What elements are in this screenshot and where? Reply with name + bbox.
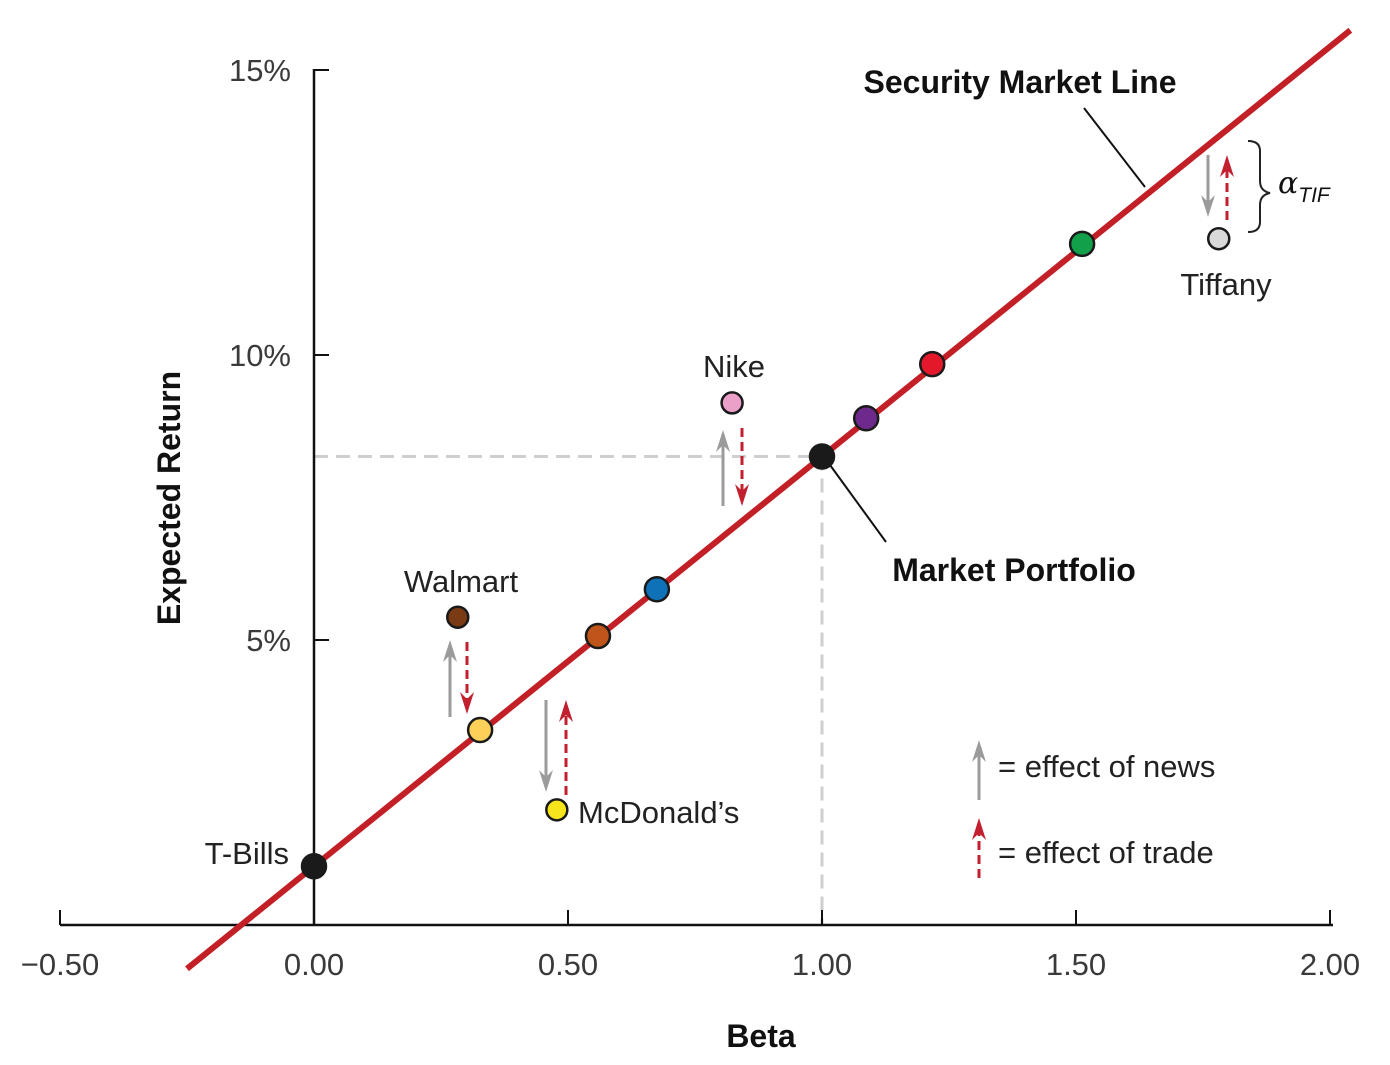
y-tick-label: 5% [246,623,291,658]
axes: −0.50 0.00 0.50 1.00 1.50 2.00 5% 10% 15% [21,53,1360,982]
market-leader-line [829,464,887,543]
x-axis-label: Beta [726,1018,796,1054]
walmart-news-arrow-arrowhead-icon [443,640,457,662]
legend-news-arrow-arrowhead-icon [972,740,986,762]
effect-arrows [443,155,1234,878]
alpha-label: αTIF [1278,166,1331,207]
tiffany-label: Tiffany [1180,267,1272,302]
y-tick-label: 10% [229,338,291,373]
sml-leader-line [1083,107,1146,188]
legend-news-label: = effect of news [998,749,1215,784]
mcdonalds-trade-arrow-arrowhead-icon [559,700,573,722]
point-orange [584,622,612,650]
point-mcdonald-s [545,798,569,822]
tiffany-trade-arrow-arrowhead-icon [1220,155,1234,177]
point-t-bills [300,853,328,880]
x-tick-label: 2.00 [1300,947,1360,982]
point-walmart-after [466,716,494,744]
x-tick-label: 1.00 [792,947,852,982]
mcdonalds-label: McDonald’s [578,795,739,830]
x-tick-label: 0.50 [538,947,598,982]
point-nike [720,391,744,415]
market-guides [314,454,824,925]
point-purple [852,405,880,432]
y-axis-label: Expected Return [151,371,187,625]
y-tick-label: 15% [229,53,291,88]
mcdonalds-news-arrow-arrowhead-icon [539,770,553,792]
legend-trade-label: = effect of trade [998,835,1214,870]
security-market-line [185,27,1353,972]
nike-label: Nike [703,349,765,384]
legend-trade-arrow-arrowhead-icon [972,818,986,840]
walmart-label: Walmart [404,564,519,599]
tbills-label: T-Bills [205,836,289,871]
x-tick-label: −0.50 [21,947,99,982]
x-tick-label: 1.50 [1046,947,1106,982]
nike-trade-arrow-arrowhead-icon [735,484,749,506]
nike-news-arrow-arrowhead-icon [716,430,730,452]
x-tick-label: 0.00 [284,947,344,982]
alpha-brace [1247,140,1271,233]
point-walmart [446,605,470,629]
sml-line [185,27,1353,972]
data-points [300,226,1231,880]
market-portfolio-label: Market Portfolio [892,552,1136,588]
point-blue [643,576,671,603]
point-green [1068,230,1096,258]
tiffany-news-arrow-arrowhead-icon [1201,195,1215,217]
point-red [918,350,946,378]
walmart-trade-arrow-arrowhead-icon [460,692,474,714]
sml-label: Security Market Line [864,64,1177,100]
point-tiffany [1206,226,1231,251]
point-market [808,443,836,470]
